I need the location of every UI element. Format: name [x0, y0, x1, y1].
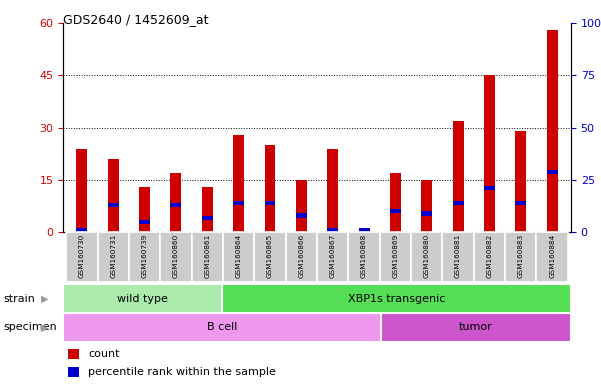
Text: GSM160867: GSM160867 — [330, 234, 336, 278]
Text: strain: strain — [3, 293, 35, 304]
Text: tumor: tumor — [459, 322, 493, 333]
Text: ▶: ▶ — [41, 293, 48, 304]
Bar — [108, 203, 119, 207]
Bar — [285, 232, 317, 282]
Bar — [63, 313, 380, 342]
Bar — [327, 149, 338, 232]
Bar — [380, 313, 571, 342]
Bar — [160, 232, 192, 282]
Bar — [108, 159, 119, 232]
Bar — [264, 145, 275, 232]
Bar — [171, 203, 182, 207]
Bar — [453, 121, 463, 232]
Text: count: count — [88, 349, 120, 359]
Text: GSM160866: GSM160866 — [298, 234, 304, 278]
Bar — [537, 232, 568, 282]
Text: ▶: ▶ — [41, 322, 48, 333]
Bar — [233, 135, 244, 232]
Text: GSM160864: GSM160864 — [236, 234, 242, 278]
Bar — [192, 232, 223, 282]
Bar — [264, 201, 275, 205]
Bar — [171, 173, 182, 232]
Bar — [484, 186, 495, 190]
Bar — [327, 228, 338, 232]
Bar — [68, 367, 79, 377]
Bar — [547, 30, 558, 232]
Bar — [359, 229, 370, 232]
Text: GSM160869: GSM160869 — [392, 234, 398, 278]
Bar — [76, 228, 87, 232]
Text: B cell: B cell — [207, 322, 237, 333]
Bar — [421, 180, 432, 232]
Bar — [505, 232, 537, 282]
Text: GSM160883: GSM160883 — [518, 234, 524, 278]
Text: GSM160730: GSM160730 — [79, 234, 85, 278]
Bar — [390, 173, 401, 232]
Bar — [202, 187, 213, 232]
Text: GSM160882: GSM160882 — [486, 234, 492, 278]
Bar — [515, 131, 526, 232]
Bar — [547, 170, 558, 174]
Bar — [411, 232, 442, 282]
Bar — [484, 75, 495, 232]
Bar — [139, 220, 150, 224]
Bar — [474, 232, 505, 282]
Bar — [515, 201, 526, 205]
Bar — [97, 232, 129, 282]
Bar — [202, 215, 213, 220]
Text: GDS2640 / 1452609_at: GDS2640 / 1452609_at — [63, 13, 209, 26]
Text: GSM160868: GSM160868 — [361, 234, 367, 278]
Text: GSM160880: GSM160880 — [424, 234, 430, 278]
Bar — [390, 209, 401, 214]
Text: GSM160861: GSM160861 — [204, 234, 210, 278]
Bar — [349, 232, 380, 282]
Text: GSM160884: GSM160884 — [549, 234, 555, 278]
Bar — [453, 201, 463, 205]
Bar — [359, 228, 370, 232]
Bar — [66, 232, 97, 282]
Bar — [254, 232, 285, 282]
Bar — [296, 214, 307, 218]
Bar — [317, 232, 349, 282]
Text: GSM160860: GSM160860 — [173, 234, 179, 278]
Bar — [68, 349, 79, 359]
Text: wild type: wild type — [117, 293, 168, 304]
Text: GSM160865: GSM160865 — [267, 234, 273, 278]
Bar — [76, 149, 87, 232]
Text: percentile rank within the sample: percentile rank within the sample — [88, 367, 276, 377]
Bar — [222, 284, 571, 313]
Bar — [129, 232, 160, 282]
Text: GSM160739: GSM160739 — [142, 234, 148, 278]
Bar — [421, 211, 432, 215]
Bar — [63, 284, 222, 313]
Bar — [223, 232, 254, 282]
Bar — [296, 180, 307, 232]
Bar — [380, 232, 411, 282]
Text: specimen: specimen — [3, 322, 56, 333]
Bar — [139, 187, 150, 232]
Text: GSM160731: GSM160731 — [110, 234, 116, 278]
Text: GSM160881: GSM160881 — [455, 234, 461, 278]
Bar — [442, 232, 474, 282]
Bar — [233, 201, 244, 205]
Text: XBP1s transgenic: XBP1s transgenic — [348, 293, 445, 304]
